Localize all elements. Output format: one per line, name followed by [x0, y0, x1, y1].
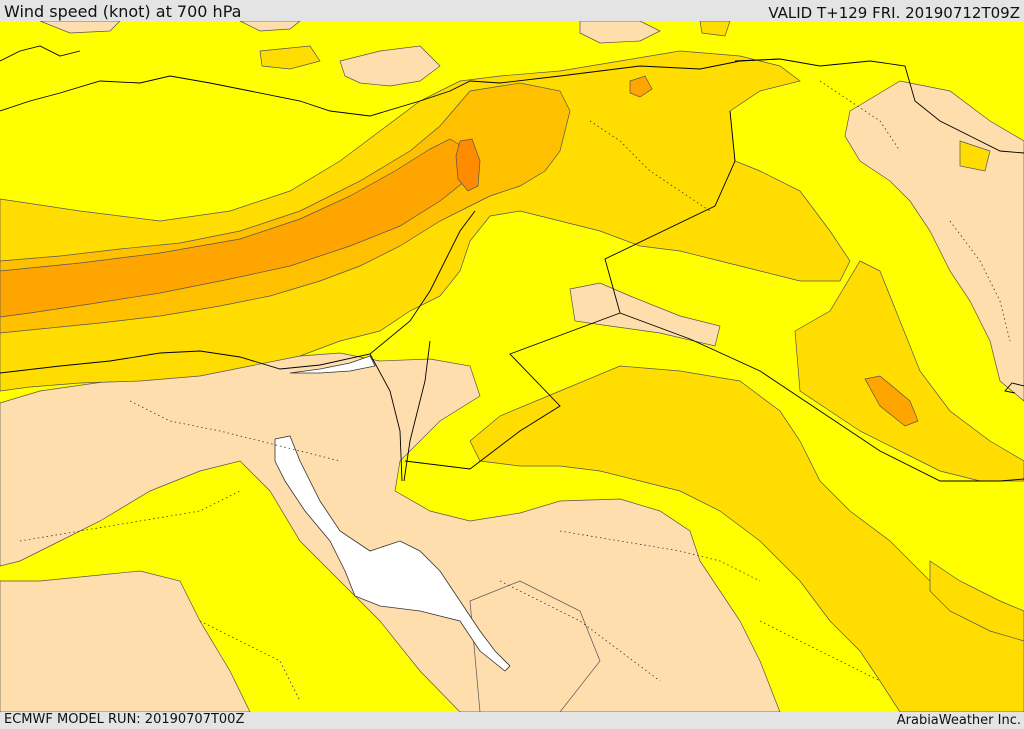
header-bar: Wind speed (knot) at 700 hPa VALID T+129…: [0, 0, 1024, 22]
footer-bar: ECMWF MODEL RUN: 20190707T00Z ArabiaWeat…: [0, 712, 1024, 729]
band-max: [455, 138, 481, 192]
model-run-label: ECMWF MODEL RUN: 20190707T00Z: [4, 712, 245, 727]
sea-area: [274, 355, 511, 672]
band-calm: [0, 21, 1024, 712]
coastlines: [0, 45, 1024, 482]
valid-time: VALID T+129 FRI. 20190712T09Z: [768, 4, 1020, 22]
map-svg: [0, 21, 1024, 712]
credit-label: ArabiaWeather Inc.: [896, 713, 1021, 728]
weather-map[interactable]: [0, 21, 1024, 712]
admin-boundaries: [19, 80, 1011, 702]
map-title: Wind speed (knot) at 700 hPa: [4, 2, 242, 21]
